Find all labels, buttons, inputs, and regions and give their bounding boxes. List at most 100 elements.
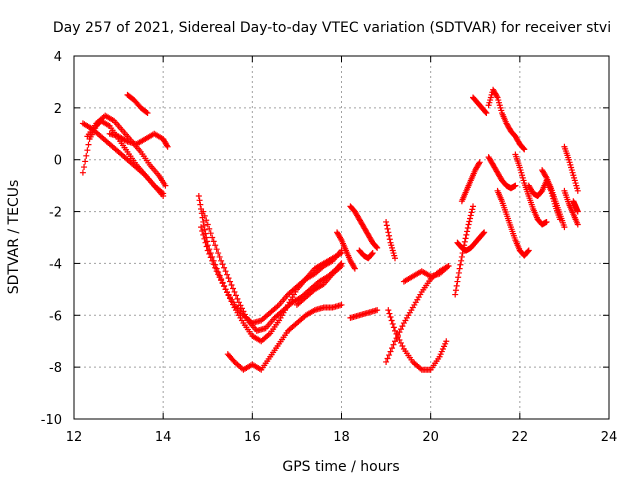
data-point (386, 232, 393, 239)
data-point (374, 244, 381, 251)
data-point (469, 206, 476, 213)
y-axis-label: SDTVAR / TECUs (6, 180, 22, 295)
data-series-23 (485, 86, 528, 153)
data-point (206, 250, 213, 257)
data-series-11 (347, 203, 381, 251)
x-tick-label: 12 (66, 430, 83, 445)
data-series-22 (470, 94, 490, 117)
data-point (481, 229, 488, 236)
data-point (231, 288, 238, 295)
data-point (240, 308, 247, 315)
data-point (389, 345, 396, 352)
data-point (452, 287, 459, 294)
data-series-20 (452, 203, 477, 298)
data-point (238, 305, 245, 312)
data-points (79, 86, 581, 373)
data-point (385, 229, 392, 236)
data-point (201, 222, 208, 229)
data-point (455, 274, 462, 281)
x-axis-label: GPS time / hours (282, 459, 399, 475)
data-point (351, 265, 358, 272)
data-series-18 (400, 263, 452, 285)
data-point (386, 310, 393, 317)
y-tick-label: -6 (49, 309, 62, 324)
data-point (392, 327, 398, 334)
y-tick-label: 0 (54, 154, 62, 169)
y-tick-label: -8 (49, 361, 62, 376)
data-series-3 (84, 112, 169, 189)
data-point (465, 221, 472, 228)
data-point (384, 355, 391, 362)
data-point (85, 141, 92, 148)
data-series-25 (494, 187, 532, 259)
data-point (466, 218, 473, 225)
data-point (397, 339, 404, 346)
data-point (399, 323, 406, 330)
data-point (212, 264, 219, 271)
data-point (163, 142, 170, 149)
data-point (203, 217, 210, 224)
x-tick-label: 24 (601, 430, 618, 445)
data-series-28 (539, 167, 568, 231)
data-point (493, 93, 500, 100)
data-point (201, 212, 208, 219)
data-point (218, 277, 225, 284)
data-point (204, 247, 211, 254)
data-point (160, 193, 167, 200)
data-point (162, 182, 169, 189)
data-point (202, 239, 209, 246)
data-point (543, 218, 550, 225)
data-series-7 (198, 224, 345, 327)
data-point (82, 158, 89, 165)
data-point (574, 187, 581, 194)
data-point (393, 335, 400, 342)
data-point (386, 236, 393, 243)
data-point (467, 212, 474, 219)
data-point (164, 143, 171, 150)
data-series-21 (458, 159, 483, 205)
data-series-9 (224, 301, 345, 373)
data-point (387, 314, 394, 321)
data-point (521, 146, 528, 153)
data-point (368, 250, 375, 257)
data-point (399, 342, 406, 349)
grid-lines (74, 56, 609, 419)
data-point (454, 278, 461, 285)
data-series-4 (106, 130, 171, 150)
y-tick-label: -2 (49, 206, 62, 221)
data-point (468, 209, 475, 216)
data-point (445, 263, 452, 270)
data-point (84, 147, 91, 154)
data-point (386, 352, 393, 359)
data-point (215, 271, 222, 278)
data-point (574, 208, 581, 215)
data-series-29 (561, 143, 581, 194)
data-point (243, 314, 250, 321)
data-point (337, 235, 344, 242)
data-series-13 (356, 247, 376, 262)
data-point (512, 182, 519, 189)
data-point (383, 358, 390, 365)
data-point (374, 307, 381, 314)
data-point (203, 243, 210, 250)
data-point (198, 224, 205, 231)
data-point (483, 110, 490, 117)
data-point (464, 224, 471, 231)
data-point (525, 247, 532, 254)
data-point (369, 250, 376, 257)
data-point (387, 348, 394, 355)
data-point (459, 250, 466, 257)
data-point (384, 225, 391, 232)
data-point (213, 268, 220, 275)
data-point (470, 203, 477, 210)
data-point (216, 253, 223, 260)
data-point (200, 208, 207, 215)
chart-title: Day 257 of 2021, Sidereal Day-to-day VTE… (53, 20, 611, 36)
data-point (216, 274, 223, 281)
data-series-5 (124, 91, 151, 117)
data-point (235, 299, 242, 306)
data-point (201, 226, 208, 233)
data-series-8 (200, 208, 345, 334)
